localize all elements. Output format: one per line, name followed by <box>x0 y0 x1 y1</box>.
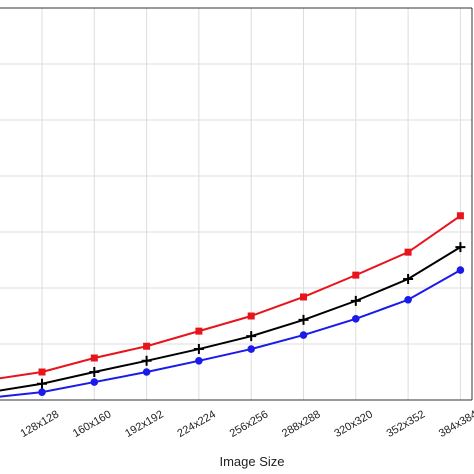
marker <box>456 266 465 274</box>
marker <box>37 378 47 389</box>
x-tick-label: 320x320 <box>332 408 375 440</box>
series-line <box>0 214 461 380</box>
marker <box>141 355 152 366</box>
marker <box>350 295 361 306</box>
marker <box>247 345 255 353</box>
marker <box>352 315 360 323</box>
marker <box>404 248 412 256</box>
marker <box>90 378 99 386</box>
marker <box>247 312 255 320</box>
marker <box>403 274 414 285</box>
marker <box>456 212 464 220</box>
marker <box>142 368 151 376</box>
marker <box>143 342 151 350</box>
marker <box>89 367 100 377</box>
marker <box>38 388 46 396</box>
series-line <box>0 269 461 398</box>
marker <box>195 357 203 365</box>
marker <box>193 344 204 355</box>
x-tick-label: 288x288 <box>280 408 323 440</box>
x-tick-label: 224x224 <box>175 408 218 440</box>
marker <box>299 331 308 339</box>
marker <box>455 242 466 253</box>
marker <box>246 331 257 342</box>
marker <box>352 271 360 279</box>
x-tick-label: 192x192 <box>123 408 166 440</box>
marker <box>38 368 46 376</box>
x-tick-label: 160x160 <box>71 408 114 440</box>
marker <box>404 295 412 304</box>
x-tick-label: 128x128 <box>19 408 62 440</box>
marker <box>298 314 309 325</box>
x-tick-label: 256x256 <box>228 408 271 440</box>
x-axis-label: Image Size <box>219 454 284 469</box>
x-tick-label: 352x352 <box>385 408 428 440</box>
marker <box>195 327 203 335</box>
marker <box>90 354 98 362</box>
series-line <box>0 246 461 392</box>
x-tick-label: 384x384 <box>437 408 474 440</box>
marker <box>300 293 307 301</box>
